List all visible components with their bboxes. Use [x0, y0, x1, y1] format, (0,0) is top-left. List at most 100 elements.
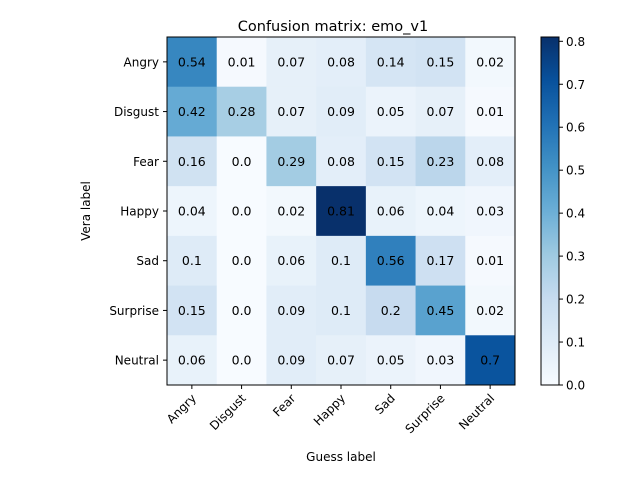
heatmap-cell: [216, 186, 267, 237]
cell-value-label: 0.7: [480, 353, 500, 368]
cell-value-label: 0.81: [327, 204, 355, 219]
colorbar-tick-label: 0.8: [566, 35, 585, 49]
cell-value-label: 0.16: [178, 154, 206, 169]
cell-value-label: 0.29: [277, 154, 305, 169]
heatmap-cell: [365, 86, 416, 137]
cell-value-label: 0.2: [381, 303, 401, 318]
heatmap-cell-labels: 0.54 0.01 0.07 0.08 0.14 0.15 0.02 0.42 0.28 0.07…: [178, 54, 504, 367]
cell-value-label: 0.02: [476, 54, 504, 69]
cell-value-label: 0.14: [377, 54, 405, 69]
heatmap-cell: [266, 235, 317, 286]
heatmap-cell: [216, 86, 267, 137]
heatmap-cell: [167, 136, 218, 187]
cell-value-label: 0.06: [277, 253, 305, 268]
heatmap-cell: [266, 186, 317, 237]
cell-value-label: 0.15: [178, 303, 206, 318]
y-tick-label: Sad: [136, 254, 159, 268]
y-axis: Angry Disgust Fear Happy Sad Surprise Neutral: [109, 55, 167, 368]
cell-value-label: 0.03: [476, 204, 504, 219]
cell-value-label: 0.07: [277, 104, 305, 119]
x-tick-label: Disgust: [207, 391, 249, 433]
heatmap-cell: [365, 235, 416, 286]
heatmap-cell: [465, 235, 516, 286]
cell-value-label: 0.0: [232, 253, 252, 268]
heatmap-cell: [266, 86, 317, 137]
cell-value-label: 0.09: [277, 303, 305, 318]
heatmap-cell: [266, 37, 317, 88]
cell-value-label: 0.0: [232, 303, 252, 318]
colorbar-tick-label: 0.2: [566, 293, 585, 307]
heatmap-cell: [167, 235, 218, 286]
heatmap-cell: [365, 335, 416, 386]
colorbar: [540, 36, 560, 386]
heatmap-cell: [415, 285, 466, 336]
colorbar-tick-label: 0.5: [566, 164, 585, 178]
heatmap-cell: [365, 186, 416, 237]
cell-value-label: 0.15: [427, 54, 455, 69]
cell-value-label: 0.06: [178, 353, 206, 368]
heatmap-cell: [216, 285, 267, 336]
heatmap-cell: [167, 335, 218, 386]
heatmap-cell: [415, 335, 466, 386]
cell-value-label: 0.54: [178, 54, 206, 69]
cell-value-label: 0.05: [377, 353, 405, 368]
cell-value-label: 0.07: [327, 353, 355, 368]
y-axis-label: Vera label: [79, 181, 93, 241]
x-axis-label: Guess label: [306, 450, 376, 464]
cell-value-label: 0.04: [427, 204, 455, 219]
heatmap-cell: [465, 285, 516, 336]
y-tick-label: Angry: [124, 55, 159, 69]
cell-value-label: 0.56: [377, 253, 405, 268]
heatmap-cell: [216, 235, 267, 286]
heatmap-cells: [167, 37, 516, 386]
colorbar-tick-label: 0.7: [566, 78, 585, 92]
heatmap-cell: [316, 285, 367, 336]
colorbar-axis: 0.0 0.1 0.2 0.3 0.4 0.5 0.6 0.7 0.8: [559, 35, 585, 393]
cell-value-label: 0.04: [178, 204, 206, 219]
colorbar-tick-label: 0.6: [566, 121, 585, 135]
heatmap-cell: [415, 86, 466, 137]
cell-value-label: 0.09: [277, 353, 305, 368]
cell-value-label: 0.42: [178, 104, 206, 119]
heatmap-cell: [266, 136, 317, 187]
cell-value-label: 0.28: [228, 104, 256, 119]
heatmap-cell: [465, 335, 516, 386]
heatmap-cell: [465, 136, 516, 187]
heatmap-cell: [316, 136, 367, 187]
heatmap-cell: [316, 37, 367, 88]
cell-value-label: 0.08: [476, 154, 504, 169]
heatmap-cell: [316, 335, 367, 386]
x-tick-label: Neutral: [456, 391, 497, 432]
heatmap-cell: [415, 186, 466, 237]
cell-value-label: 0.17: [427, 253, 455, 268]
heatmap-cell: [415, 235, 466, 286]
heatmap-cell: [465, 37, 516, 88]
heatmap-cell: [216, 136, 267, 187]
x-axis: Angry Disgust Fear Happy Sad Surprise Neutral: [164, 385, 497, 436]
cell-value-label: 0.0: [232, 204, 252, 219]
colorbar-tick-label: 0.3: [566, 250, 585, 264]
cell-value-label: 0.02: [277, 204, 305, 219]
cell-value-label: 0.09: [327, 104, 355, 119]
y-tick-label: Fear: [133, 155, 159, 169]
x-tick-label: Surprise: [403, 391, 448, 436]
heatmap-cell: [167, 86, 218, 137]
cell-value-label: 0.0: [232, 353, 252, 368]
cell-value-label: 0.06: [377, 204, 405, 219]
cell-value-label: 0.07: [427, 104, 455, 119]
cell-value-label: 0.1: [331, 303, 351, 318]
cell-value-label: 0.45: [427, 303, 455, 318]
cell-value-label: 0.0: [232, 154, 252, 169]
heatmap-cell: [415, 136, 466, 187]
cell-value-label: 0.03: [427, 353, 455, 368]
heatmap-cell: [216, 37, 267, 88]
heatmap-cell: [415, 37, 466, 88]
heatmap-cell: [266, 335, 317, 386]
chart-title: Confusion matrix: emo_v1: [238, 19, 428, 35]
cell-value-label: 0.05: [377, 104, 405, 119]
cell-value-label: 0.01: [476, 253, 504, 268]
heatmap-cell: [465, 186, 516, 237]
heatmap-cell: [365, 285, 416, 336]
heatmap-cell: [167, 285, 218, 336]
